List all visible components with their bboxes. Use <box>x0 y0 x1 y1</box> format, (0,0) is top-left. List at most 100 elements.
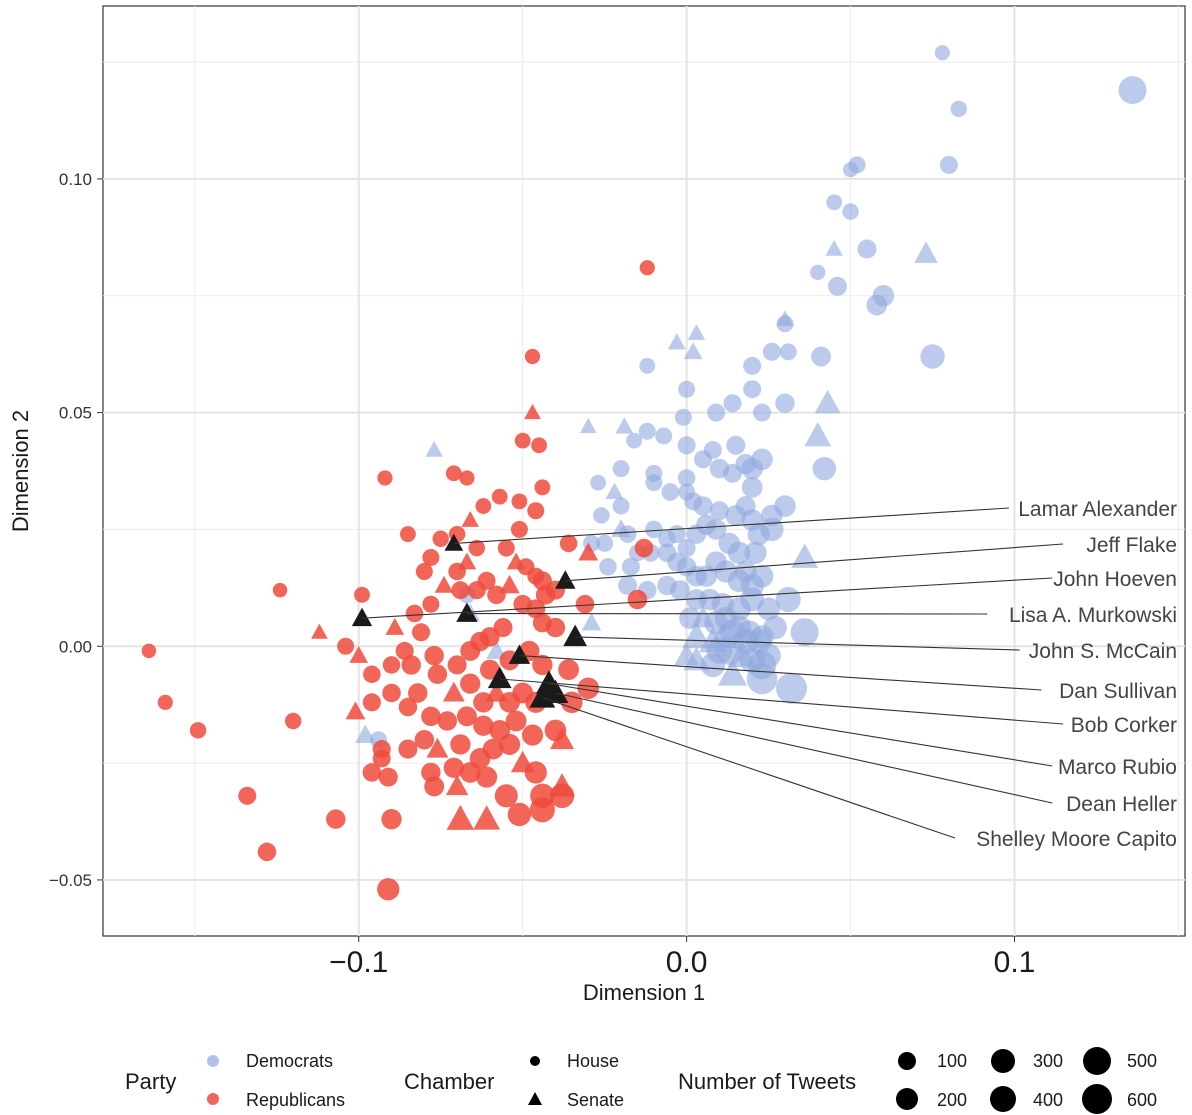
democrat-house-point-83 <box>727 541 751 564</box>
legend-size-600-label: 600 <box>1127 1090 1157 1110</box>
republican-senate-point-81 <box>442 681 465 702</box>
republican-house-point-125 <box>494 784 518 808</box>
republican-house-point-46 <box>531 437 547 454</box>
democrat-senate-point-137 <box>717 659 748 686</box>
republican-senate-point-10 <box>311 623 328 639</box>
republican-house-point-78 <box>401 655 421 675</box>
republican-house-point-70 <box>479 659 500 680</box>
republican-house-point-93 <box>398 697 418 717</box>
democrat-house-point-112 <box>775 586 801 613</box>
republican-house-point-52 <box>475 498 492 514</box>
democrat-house-point-17 <box>920 344 945 369</box>
republican-senate-point-53 <box>461 511 479 527</box>
y-tick-label-1: 0.00 <box>59 637 92 656</box>
republican-house-point-63 <box>627 589 648 610</box>
republican-senate-point-24 <box>434 575 454 593</box>
republican-house-point-113 <box>443 757 465 778</box>
democrat-senate-point-41 <box>579 417 597 434</box>
democrat-house-point-73 <box>618 525 637 543</box>
democrat-house-point-18 <box>811 346 832 367</box>
republican-house-point-48 <box>527 502 545 520</box>
republican-house-point-124 <box>529 797 555 823</box>
democrat-house-point-75 <box>645 520 663 539</box>
annotation-leader-6 <box>499 678 1064 725</box>
democrat-house-point-121 <box>790 618 819 647</box>
data-points <box>141 45 1147 901</box>
republican-house-point-14 <box>337 637 355 655</box>
republican-house-point-74 <box>558 659 579 680</box>
legend-democrats-label: Democrats <box>246 1051 333 1071</box>
legend-size-100-swatch <box>898 1052 916 1070</box>
republican-house-point-29 <box>468 539 485 557</box>
legend-size-400-label: 400 <box>1033 1090 1063 1110</box>
highlighted-senate-point-1 <box>555 570 576 589</box>
republican-senate-point-37 <box>499 574 520 594</box>
democrat-house-point-20 <box>779 343 797 361</box>
highlighted-senate-point-2 <box>351 607 373 627</box>
plot-panel <box>102 5 1186 937</box>
democrat-house-point-89 <box>621 557 640 576</box>
republican-senate-point-20 <box>385 617 405 635</box>
republican-house-point-96 <box>456 706 477 727</box>
democrat-senate-point-24 <box>667 333 686 350</box>
annotation-leader-4 <box>575 636 1020 651</box>
highlighted-senate-point-6 <box>487 666 512 689</box>
republican-house-point-116 <box>362 763 382 782</box>
democrat-house-point-30 <box>743 380 762 399</box>
republican-house-point-6 <box>326 809 346 829</box>
x-tick-label-0: −0.1 <box>329 946 388 979</box>
republican-house-point-11 <box>377 470 393 486</box>
republican-house-point-45 <box>514 432 531 449</box>
democrat-senate-point-123 <box>681 621 712 649</box>
democrat-house-point-34 <box>707 403 726 422</box>
republican-house-point-104 <box>398 739 418 759</box>
democrat-house-point-59 <box>645 474 663 492</box>
legend-size-500-swatch <box>1083 1047 1111 1075</box>
x-axis-label: Dimension 1 <box>583 980 705 1005</box>
annotation-leader-5 <box>519 655 1042 691</box>
legend-size-200-label: 200 <box>937 1090 967 1110</box>
republican-house-point-31 <box>459 470 475 486</box>
legend-chamber-title: Chamber <box>404 1069 494 1094</box>
democrat-senate-point-26 <box>814 389 841 414</box>
republican-house-point-0 <box>141 643 157 659</box>
republican-house-point-19 <box>412 623 431 642</box>
republican-house-point-77 <box>424 645 444 666</box>
democrat-house-point-19 <box>762 342 781 361</box>
republican-house-point-49 <box>511 493 528 510</box>
republican-house-point-62 <box>575 594 595 614</box>
republican-house-point-26 <box>432 530 449 547</box>
republican-house-point-51 <box>491 488 508 505</box>
republican-house-point-13 <box>354 586 370 603</box>
republican-house-point-95 <box>437 711 458 731</box>
republican-house-point-4 <box>238 786 257 805</box>
democrat-house-point-29 <box>678 380 696 398</box>
democrat-house-point-3 <box>939 155 958 174</box>
annotation-leader-2 <box>361 577 1053 619</box>
republican-house-point-2 <box>189 722 207 739</box>
democrat-house-point-136 <box>700 652 726 678</box>
legend-house-swatch <box>530 1056 540 1066</box>
democrat-senate-point-145 <box>486 640 507 659</box>
republican-senate-point-90 <box>345 701 366 720</box>
democrat-house-point-105 <box>670 580 691 601</box>
democrat-house-point-13 <box>810 264 826 280</box>
democrat-senate-point-40 <box>615 417 634 434</box>
democrat-house-point-140 <box>776 672 808 704</box>
democrat-house-point-69 <box>774 495 796 517</box>
legend-size-300-swatch <box>991 1049 1015 1073</box>
republican-house-point-80 <box>427 664 448 685</box>
democrat-house-point-5 <box>848 156 866 174</box>
y-tick-label-2: 0.05 <box>59 404 92 423</box>
republican-senate-point-102 <box>549 727 575 750</box>
republican-house-point-75 <box>577 677 600 700</box>
republican-senate-point-59 <box>578 542 599 561</box>
democrat-house-point-12 <box>866 294 888 316</box>
democrat-house-point-87 <box>596 534 614 552</box>
democrat-house-point-64 <box>693 496 713 516</box>
highlighted-senate-point-4 <box>563 624 588 647</box>
democrat-house-point-2 <box>950 100 967 118</box>
y-axis-label: Dimension 2 <box>8 410 33 532</box>
highlighted-senate-point-9 <box>529 684 556 708</box>
